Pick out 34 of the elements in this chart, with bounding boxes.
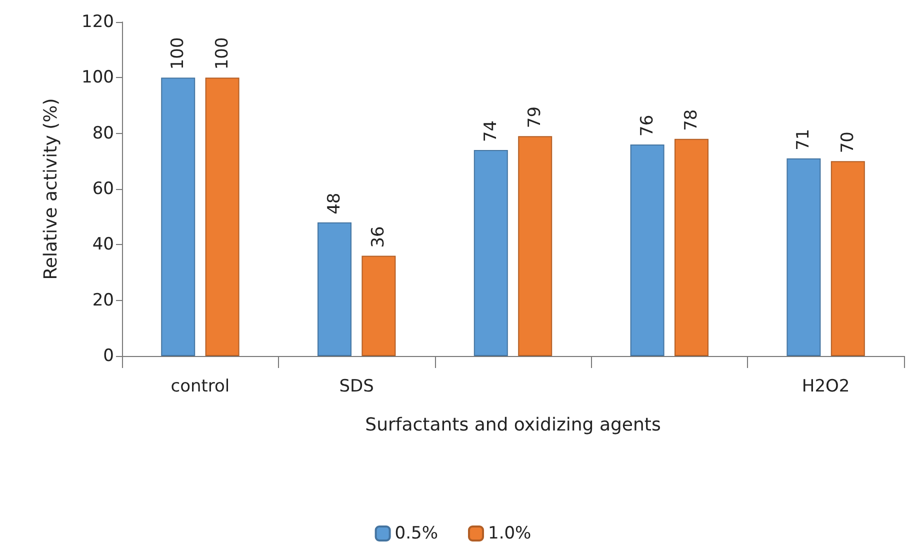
bar	[830, 161, 865, 356]
y-axis-title: Relative activity (%)	[40, 98, 62, 280]
x-tick-label: H2O2	[802, 376, 850, 396]
bar	[318, 222, 352, 356]
legend-label: 0.5%	[394, 524, 438, 544]
y-tick-label: 40	[92, 234, 114, 255]
bar	[474, 150, 508, 356]
data-label: 79	[525, 106, 546, 128]
bar	[161, 78, 196, 356]
y-tick-label: 120	[82, 12, 114, 32]
x-axis-title: Surfactants and oxidizing agents	[365, 414, 661, 436]
bar	[518, 136, 552, 356]
data-label: 74	[480, 120, 501, 142]
y-tick-label: 60	[92, 179, 114, 199]
data-label: 100	[212, 37, 232, 70]
x-tick-label: control	[170, 376, 230, 396]
y-tick-label: 100	[82, 68, 114, 88]
bar	[630, 144, 664, 356]
bar	[786, 158, 821, 356]
data-label: 78	[682, 109, 702, 131]
bar	[362, 256, 396, 356]
bar	[205, 78, 240, 356]
data-label: 36	[368, 226, 389, 248]
y-tick-label: 0	[103, 346, 114, 366]
y-tick-label: 20	[92, 290, 114, 310]
y-tick-label: 80	[92, 123, 114, 144]
x-tick-label: SDS	[339, 376, 374, 396]
bar	[674, 138, 708, 356]
data-label: 70	[838, 132, 858, 154]
data-label: 76	[637, 114, 658, 136]
legend-label: 1.0%	[488, 524, 532, 544]
data-label: 71	[794, 128, 814, 150]
data-label: 100	[168, 37, 188, 70]
data-label: 48	[324, 192, 344, 214]
